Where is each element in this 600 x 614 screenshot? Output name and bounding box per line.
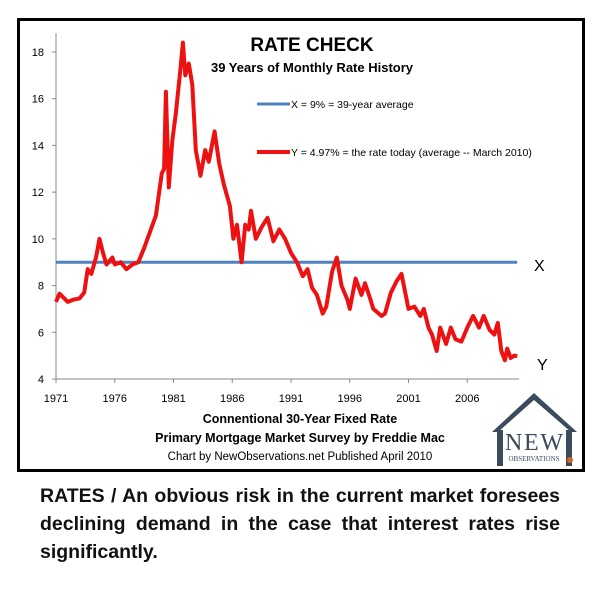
x-tick-label: 1971 — [44, 393, 68, 405]
new-observations-logo: NEW OBSERVATIONS — [492, 393, 577, 466]
caption-text: RATES / An obvious risk in the current m… — [40, 485, 560, 563]
y-tick-label: 4 — [38, 374, 44, 386]
x-tick-label: 1991 — [279, 393, 303, 405]
x-tick-label: 1996 — [338, 393, 362, 405]
y-tick-label: 18 — [32, 47, 44, 59]
chart-title: RATE CHECK — [250, 35, 373, 56]
svg-text:OBSERVATIONS: OBSERVATIONS — [508, 455, 559, 463]
x-tick-labels: 1971 1976 1981 1986 1991 1996 2001 2006 — [44, 393, 480, 405]
legend-label-rate: Y = 4.97% = the rate today (average -- M… — [291, 147, 532, 159]
y-tick-labels: 4 6 8 10 12 14 16 18 — [32, 47, 44, 386]
chart-credit: Chart by NewObservations.net Published A… — [168, 451, 433, 463]
x-tick-label: 1976 — [103, 393, 127, 405]
rate-series-line — [54, 40, 518, 363]
x-tick-label: 1986 — [220, 393, 244, 405]
y-tick-label: 16 — [32, 94, 44, 106]
series-lines — [54, 40, 518, 363]
y-tick-label: 10 — [32, 234, 44, 246]
x-axis-label-2: Primary Mortgage Market Survey by Freddi… — [155, 431, 445, 445]
x-axis-label-1: Connentional 30-Year Fixed Rate — [203, 412, 398, 426]
legend-label-average: X = 9% = 39-year average — [291, 99, 414, 111]
chart-subtitle: 39 Years of Monthly Rate History — [211, 60, 414, 75]
y-tick-label: 6 — [38, 327, 44, 339]
svg-text:NEW: NEW — [505, 430, 563, 456]
x-tick-label: 2001 — [396, 393, 420, 405]
end-label-x: X — [534, 258, 545, 275]
y-tick-label: 14 — [32, 140, 44, 152]
axes — [52, 33, 520, 383]
end-label-y: Y — [537, 357, 548, 374]
chart-frame — [17, 18, 585, 472]
y-tick-label: 12 — [32, 187, 44, 199]
x-tick-label: 1981 — [161, 393, 185, 405]
y-tick-label: 8 — [38, 281, 44, 293]
x-tick-label: 2006 — [455, 393, 479, 405]
